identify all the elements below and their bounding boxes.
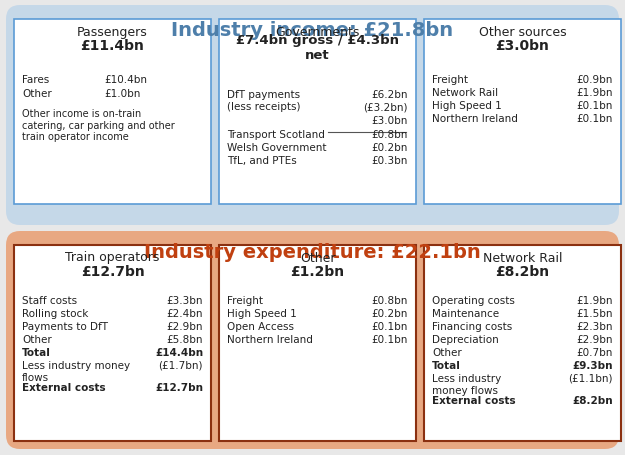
- Text: £10.4bn: £10.4bn: [104, 75, 147, 85]
- Text: £2.9bn: £2.9bn: [576, 334, 613, 344]
- Bar: [14, 20, 211, 205]
- Text: £1.2bn: £1.2bn: [291, 264, 344, 278]
- Text: Freight: Freight: [227, 295, 263, 305]
- Text: Freight: Freight: [432, 75, 468, 85]
- Text: Depreciation: Depreciation: [432, 334, 499, 344]
- Text: Industry income: £21.8bn: Industry income: £21.8bn: [171, 20, 454, 40]
- Text: Financing costs: Financing costs: [432, 321, 512, 331]
- Text: £9.3bn: £9.3bn: [572, 360, 613, 370]
- Text: Less industry money
flows: Less industry money flows: [22, 360, 130, 382]
- Text: (£1.1bn): (£1.1bn): [569, 373, 613, 383]
- Text: High Speed 1: High Speed 1: [432, 101, 502, 111]
- Bar: [219, 245, 416, 441]
- Text: £3.0bn: £3.0bn: [372, 116, 408, 126]
- Text: Staff costs: Staff costs: [22, 295, 77, 305]
- Text: £0.8bn: £0.8bn: [372, 295, 408, 305]
- Text: £8.2bn: £8.2bn: [496, 264, 549, 278]
- Text: Passengers: Passengers: [77, 25, 148, 38]
- Bar: [14, 245, 211, 441]
- Text: £8.2bn: £8.2bn: [572, 395, 613, 405]
- Text: Total: Total: [432, 360, 461, 370]
- Bar: [424, 20, 621, 205]
- Text: High Speed 1: High Speed 1: [227, 308, 297, 318]
- Text: DfT payments
(less receipts): DfT payments (less receipts): [227, 90, 301, 111]
- Text: Other: Other: [22, 334, 52, 344]
- Text: £0.1bn: £0.1bn: [372, 321, 408, 331]
- Text: £0.1bn: £0.1bn: [577, 114, 613, 124]
- Text: Northern Ireland: Northern Ireland: [432, 114, 518, 124]
- Bar: [424, 245, 621, 441]
- Text: Industry expenditure: £22.1bn: Industry expenditure: £22.1bn: [144, 242, 481, 261]
- Text: Network Rail: Network Rail: [432, 88, 498, 98]
- FancyBboxPatch shape: [6, 6, 619, 226]
- Text: Payments to DfT: Payments to DfT: [22, 321, 108, 331]
- Text: (£3.2bn): (£3.2bn): [364, 103, 408, 113]
- Text: £7.4bn gross / £4.3bn
net: £7.4bn gross / £4.3bn net: [236, 34, 399, 62]
- Text: Rolling stock: Rolling stock: [22, 308, 88, 318]
- Text: £6.2bn: £6.2bn: [371, 90, 408, 100]
- Text: £1.0bn: £1.0bn: [104, 89, 141, 99]
- Bar: [219, 20, 416, 205]
- Text: £12.7bn: £12.7bn: [81, 264, 144, 278]
- Text: £3.0bn: £3.0bn: [496, 39, 549, 53]
- Text: Open Access: Open Access: [227, 321, 294, 331]
- Text: £11.4bn: £11.4bn: [81, 39, 144, 53]
- Text: Transport Scotland: Transport Scotland: [227, 130, 325, 140]
- Text: Other: Other: [432, 347, 462, 357]
- Text: External costs: External costs: [22, 382, 106, 392]
- Text: Less industry
money flows: Less industry money flows: [432, 373, 501, 395]
- Text: £14.4bn: £14.4bn: [155, 347, 203, 357]
- Text: £0.2bn: £0.2bn: [372, 143, 408, 153]
- Text: Other: Other: [300, 251, 335, 264]
- Text: £1.9bn: £1.9bn: [576, 88, 613, 98]
- Text: £0.1bn: £0.1bn: [372, 334, 408, 344]
- Text: Other sources: Other sources: [479, 25, 566, 38]
- Text: £0.7bn: £0.7bn: [577, 347, 613, 357]
- Text: £1.9bn: £1.9bn: [576, 295, 613, 305]
- Text: Other: Other: [22, 89, 52, 99]
- Text: Welsh Government: Welsh Government: [227, 143, 326, 153]
- Text: Governments: Governments: [276, 25, 360, 38]
- Text: £1.5bn: £1.5bn: [576, 308, 613, 318]
- Text: External costs: External costs: [432, 395, 516, 405]
- FancyBboxPatch shape: [6, 232, 619, 449]
- Text: £0.3bn: £0.3bn: [372, 156, 408, 166]
- Text: £2.3bn: £2.3bn: [576, 321, 613, 331]
- Text: Network Rail: Network Rail: [482, 251, 562, 264]
- Text: TfL, and PTEs: TfL, and PTEs: [227, 156, 297, 166]
- Text: £2.4bn: £2.4bn: [166, 308, 203, 318]
- Text: Maintenance: Maintenance: [432, 308, 499, 318]
- Text: Northern Ireland: Northern Ireland: [227, 334, 313, 344]
- Text: Total: Total: [22, 347, 51, 357]
- Text: £0.8bn: £0.8bn: [372, 130, 408, 140]
- Text: £12.7bn: £12.7bn: [155, 382, 203, 392]
- Text: £5.8bn: £5.8bn: [166, 334, 203, 344]
- Text: (£1.7bn): (£1.7bn): [159, 360, 203, 370]
- Text: £2.9bn: £2.9bn: [166, 321, 203, 331]
- Text: £3.3bn: £3.3bn: [166, 295, 203, 305]
- Text: £0.2bn: £0.2bn: [372, 308, 408, 318]
- Text: £0.9bn: £0.9bn: [577, 75, 613, 85]
- Text: Operating costs: Operating costs: [432, 295, 515, 305]
- Text: Fares: Fares: [22, 75, 49, 85]
- Text: Other income is on-train
catering, car parking and other
train operator income: Other income is on-train catering, car p…: [22, 109, 175, 142]
- Text: £0.1bn: £0.1bn: [577, 101, 613, 111]
- Text: Train operators: Train operators: [66, 251, 160, 264]
